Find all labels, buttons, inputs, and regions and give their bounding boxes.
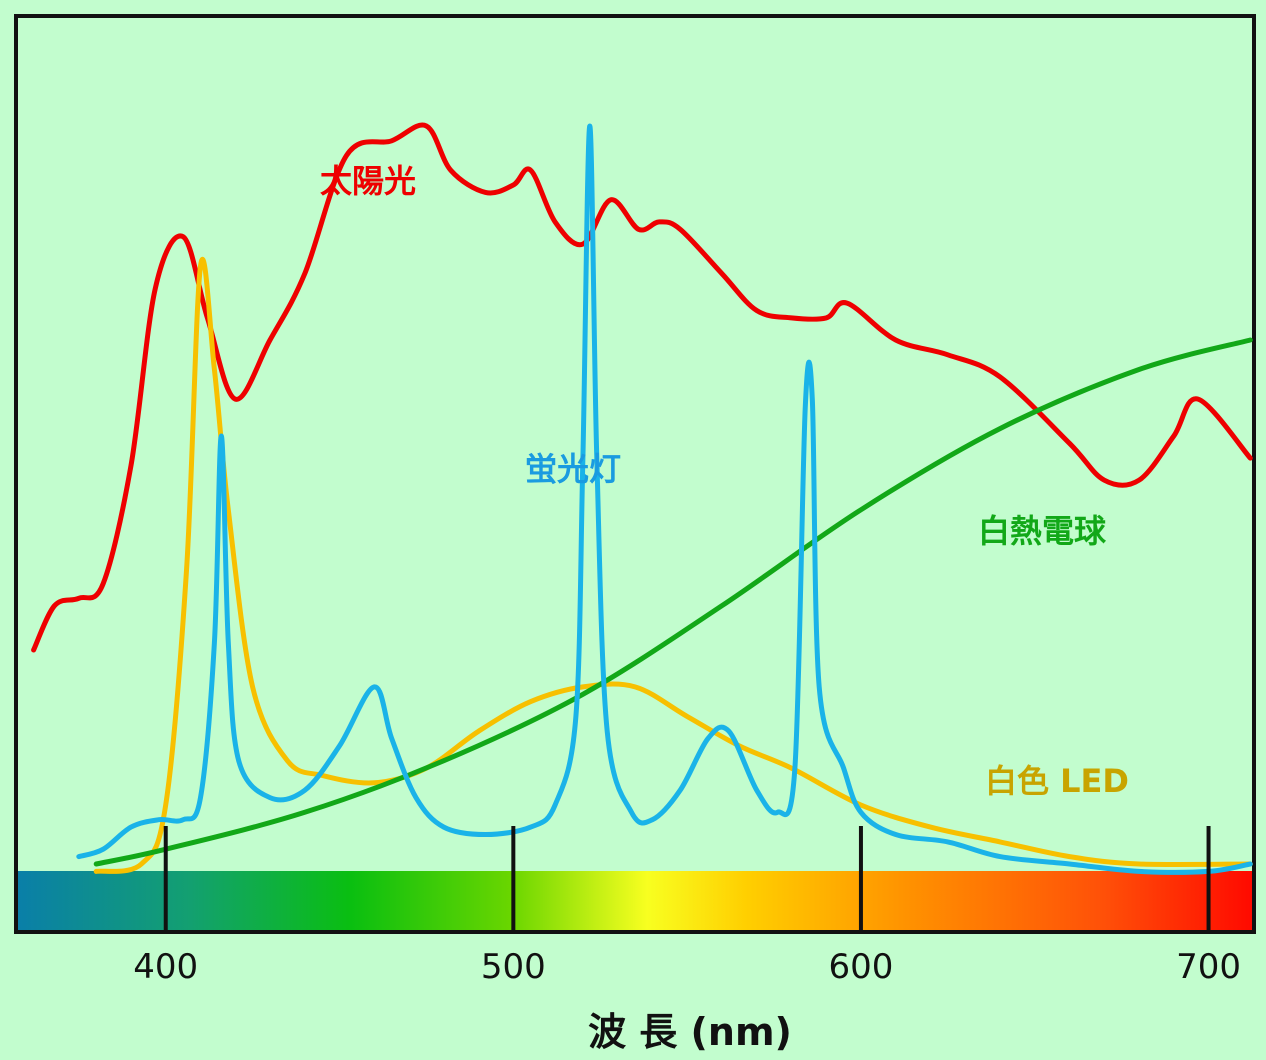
series-label-incandescent: 白熱電球	[978, 512, 1107, 550]
series-line-incandescent	[93, 337, 1253, 867]
series-line-fluorescent	[76, 123, 1253, 875]
series-label-fluorescent: 蛍光灯	[525, 450, 621, 488]
spectrum-bar	[18, 871, 1252, 930]
x-tick-label: 400	[133, 947, 198, 987]
x-tick-label: 600	[828, 947, 893, 987]
x-tick-label: 700	[1176, 947, 1241, 987]
x-tick-label: 500	[481, 947, 546, 987]
x-axis-title: 波 長 (nm)	[588, 1010, 792, 1054]
series-layer	[31, 122, 1253, 875]
series-label-white-led: 白色 LED	[985, 762, 1129, 800]
x-ticks: 400 500 600 700	[133, 826, 1241, 987]
series-label-sunlight: 太陽光	[320, 162, 416, 200]
series-line-sunlight	[31, 122, 1253, 653]
